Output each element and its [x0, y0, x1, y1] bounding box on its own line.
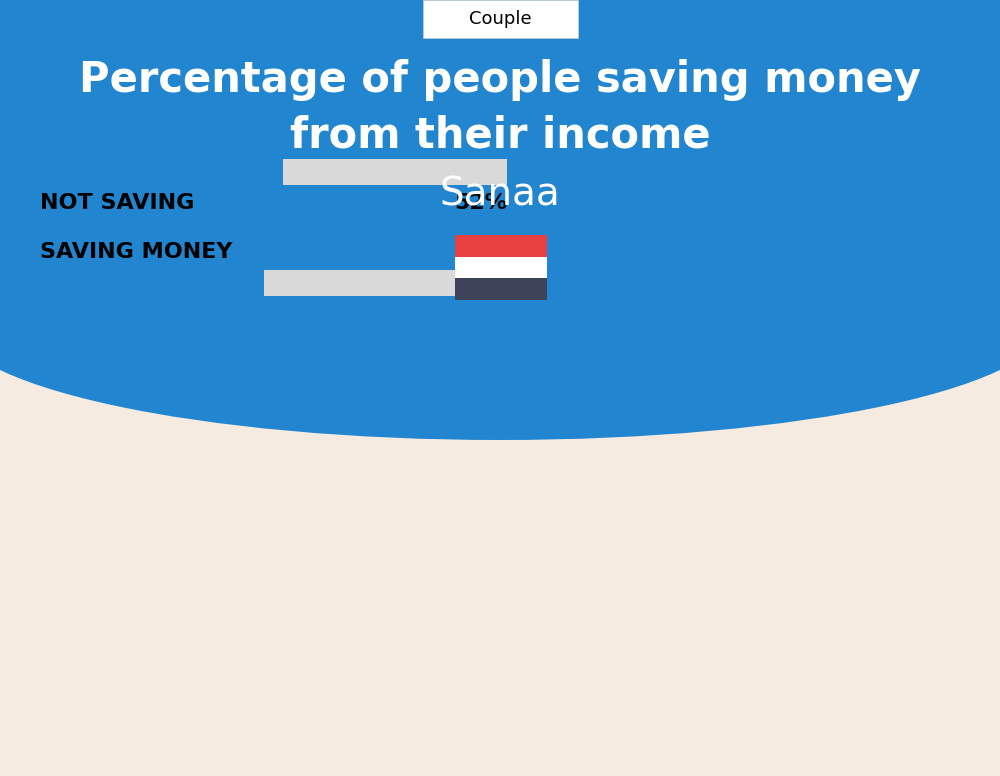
Text: Percentage of people saving money: Percentage of people saving money — [79, 59, 921, 101]
Bar — [455, 279, 547, 300]
Bar — [0, 0, 1000, 320]
Text: 48%: 48% — [454, 242, 507, 262]
Bar — [0, 440, 1000, 776]
Bar — [40, 270, 507, 296]
Text: NOT SAVING: NOT SAVING — [40, 193, 194, 213]
Bar — [455, 235, 547, 257]
Text: Couple: Couple — [469, 10, 531, 28]
Bar — [40, 159, 283, 185]
Bar — [455, 257, 547, 279]
Text: from their income: from their income — [290, 114, 710, 156]
Text: Sanaa: Sanaa — [440, 176, 560, 214]
Text: 52%: 52% — [454, 193, 507, 213]
Bar — [40, 270, 264, 296]
FancyBboxPatch shape — [422, 0, 578, 38]
Ellipse shape — [0, 200, 1000, 440]
Bar — [40, 159, 507, 185]
Text: SAVING MONEY: SAVING MONEY — [40, 242, 232, 262]
